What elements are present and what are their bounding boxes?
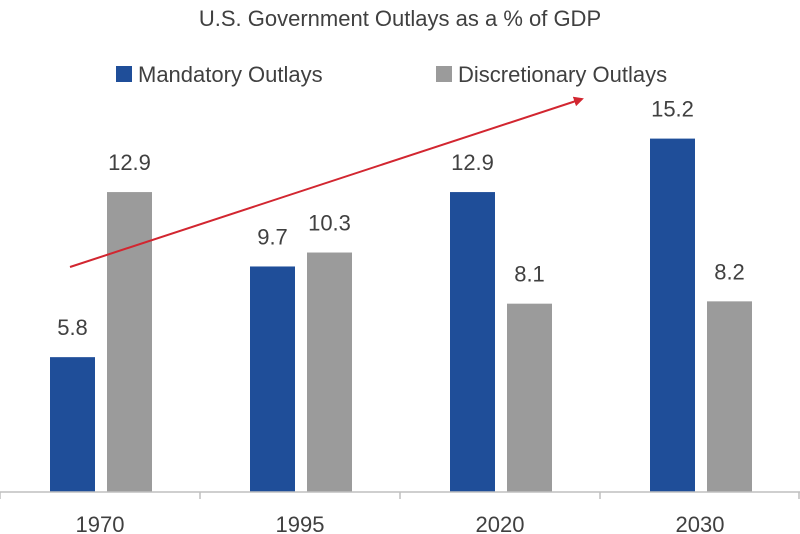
legend-swatch-discretionary: [436, 66, 452, 82]
tick-label-1995: 1995: [276, 512, 325, 534]
data-label-mandatory-2020: 12.9: [451, 150, 494, 175]
legend-swatch-mandatory: [116, 66, 132, 82]
tick-label-2020: 2020: [476, 512, 525, 534]
x-axis-tick-labels: 1970 1995 2020 2030: [76, 512, 725, 534]
data-label-mandatory-1995: 9.7: [257, 224, 288, 249]
bars: [50, 138, 752, 492]
bar-mandatory-1970: [50, 357, 95, 492]
data-labels: 5.8 12.9 9.7 10.3 12.9 8.1 15.2 8.2: [57, 97, 745, 341]
legend: Mandatory Outlays Discretionary Outlays: [116, 62, 667, 87]
data-label-discretionary-2020: 8.1: [514, 262, 545, 287]
trend-arrow: [69, 96, 584, 268]
bar-mandatory-1995: [250, 266, 295, 492]
bar-discretionary-1970: [107, 192, 152, 492]
x-axis-ticks: [0, 492, 800, 499]
bar-mandatory-2020: [450, 192, 495, 492]
data-label-discretionary-1970: 12.9: [108, 150, 151, 175]
bar-discretionary-1995: [307, 252, 352, 492]
data-label-mandatory-2030: 15.2: [651, 97, 694, 122]
bar-mandatory-2030: [650, 138, 695, 492]
data-label-discretionary-1995: 10.3: [308, 211, 351, 236]
bar-discretionary-2020: [507, 303, 552, 492]
tick-label-2030: 2030: [676, 512, 725, 534]
bar-discretionary-2030: [707, 301, 752, 492]
data-label-discretionary-2030: 8.2: [714, 259, 745, 284]
tick-label-1970: 1970: [76, 512, 125, 534]
legend-label-mandatory: Mandatory Outlays: [138, 62, 323, 87]
legend-label-discretionary: Discretionary Outlays: [458, 62, 667, 87]
chart-title: U.S. Government Outlays as a % of GDP: [199, 6, 601, 31]
data-label-mandatory-1970: 5.8: [57, 315, 88, 340]
